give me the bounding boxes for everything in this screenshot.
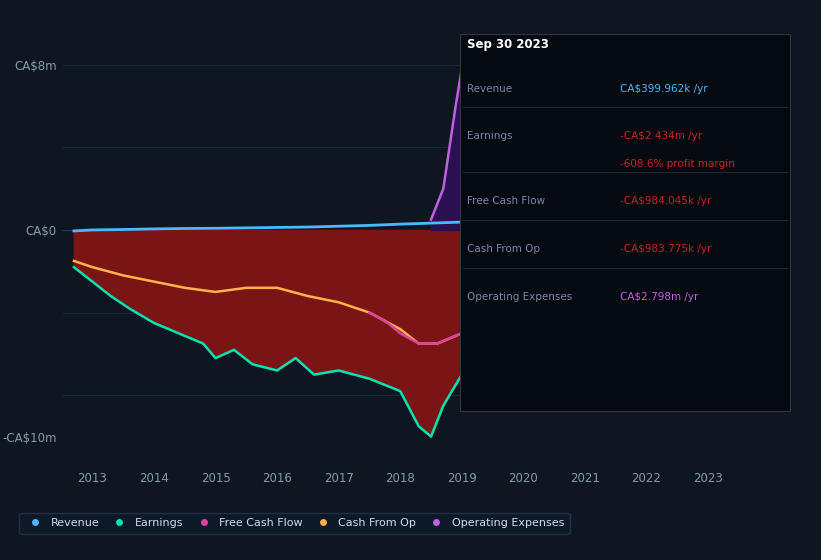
Text: Free Cash Flow: Free Cash Flow xyxy=(467,197,545,206)
FancyBboxPatch shape xyxy=(460,34,791,411)
Text: -CA$983.775k /yr: -CA$983.775k /yr xyxy=(620,244,711,254)
Text: CA$399.962k /yr: CA$399.962k /yr xyxy=(620,83,707,94)
Text: -608.6% profit margin: -608.6% profit margin xyxy=(620,160,735,170)
Text: Sep 30 2023: Sep 30 2023 xyxy=(467,38,549,51)
Text: CA$2.798m /yr: CA$2.798m /yr xyxy=(620,292,698,302)
Text: -CA$984.045k /yr: -CA$984.045k /yr xyxy=(620,197,711,206)
Text: Earnings: Earnings xyxy=(467,131,512,141)
Text: Cash From Op: Cash From Op xyxy=(467,244,540,254)
Text: -CA$2.434m /yr: -CA$2.434m /yr xyxy=(620,131,702,141)
Legend: Revenue, Earnings, Free Cash Flow, Cash From Op, Operating Expenses: Revenue, Earnings, Free Cash Flow, Cash … xyxy=(19,512,570,534)
Text: Operating Expenses: Operating Expenses xyxy=(467,292,572,302)
Text: Revenue: Revenue xyxy=(467,83,512,94)
